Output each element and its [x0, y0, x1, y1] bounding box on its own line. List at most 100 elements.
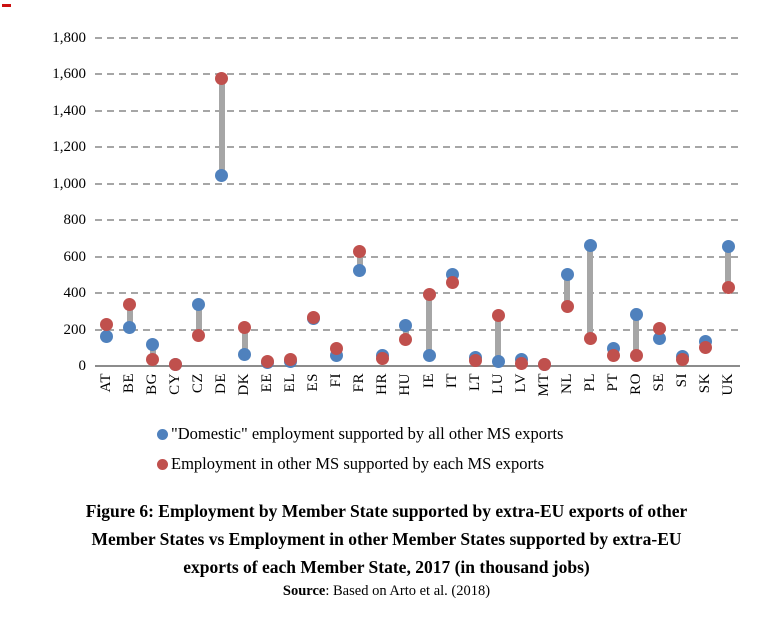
domestic-dot: [583, 239, 597, 253]
other-ms-dot: [652, 322, 666, 336]
x-category-label: LU: [488, 373, 508, 417]
x-category-label-text: LU: [489, 373, 506, 394]
domestic-dot: [146, 337, 160, 351]
x-category-label-text: CZ: [190, 373, 207, 394]
x-category-label: EL: [281, 373, 301, 417]
plot-area: [95, 37, 740, 371]
x-category-label-text: SI: [673, 373, 690, 388]
x-category-label: HR: [373, 373, 393, 417]
x-category-label-text: EE: [259, 373, 276, 393]
x-category-label: SE: [649, 373, 669, 417]
other-ms-dot: [675, 353, 689, 367]
other-ms-dot: [606, 348, 620, 362]
gridline: [95, 146, 740, 149]
domestic-dot: [238, 347, 252, 361]
dumbbell-connector: [149, 344, 156, 360]
x-category-label-text: SE: [650, 373, 667, 392]
x-category-label-text: CY: [167, 373, 184, 395]
blue-circle-icon: [157, 428, 168, 440]
figure-caption: Figure 6: Employment by Member State sup…: [0, 497, 773, 581]
x-category-label-text: PT: [604, 373, 621, 392]
other-ms-dot: [537, 357, 551, 371]
other-ms-dot: [353, 244, 367, 258]
x-category-label: SI: [672, 373, 692, 417]
x-category-label-text: UK: [719, 373, 736, 396]
x-category-label: LV: [511, 373, 531, 417]
gridline: [95, 328, 740, 331]
dumbbell-connector: [564, 274, 571, 307]
other-ms-dot: [123, 298, 137, 312]
x-category-label-text: FI: [328, 373, 345, 388]
other-ms-dot: [468, 354, 482, 368]
dumbbell-connector: [495, 315, 502, 362]
x-category-label-text: ES: [305, 373, 322, 392]
x-category-label-text: AT: [98, 373, 115, 393]
x-category-label-text: IT: [443, 373, 460, 389]
gridline: [95, 109, 740, 112]
domestic-dot: [721, 240, 735, 254]
x-category-label-text: BE: [121, 373, 138, 394]
x-category-label-text: NL: [558, 373, 575, 394]
x-category-label: AT: [97, 373, 117, 417]
other-ms-dot: [721, 281, 735, 295]
x-category-label-text: LT: [466, 373, 483, 391]
x-category-label: HU: [396, 373, 416, 417]
gridline: [95, 255, 740, 258]
y-tick-label: 1,400: [52, 102, 86, 119]
y-tick-label: 600: [63, 248, 87, 265]
other-ms-dot: [215, 71, 229, 85]
domestic-dot: [215, 169, 229, 183]
x-category-label: MT: [534, 373, 554, 417]
dumbbell-connector: [426, 294, 433, 356]
dumbbell-connector: [195, 304, 202, 336]
other-ms-dot: [445, 275, 459, 289]
other-ms-dot: [491, 309, 505, 323]
dumbbell-connector: [725, 246, 732, 288]
other-ms-dot: [192, 329, 206, 343]
x-category-label: FI: [327, 373, 347, 417]
x-category-label-text: DK: [236, 373, 253, 396]
x-category-label: DK: [235, 373, 255, 417]
source-note: Source: Based on Arto et al. (2018): [0, 583, 773, 600]
x-category-label: IE: [419, 373, 439, 417]
y-tick-label: 800: [63, 212, 87, 229]
dumbbell-connector: [241, 327, 248, 355]
x-category-label: NL: [557, 373, 577, 417]
x-category-label: BE: [120, 373, 140, 417]
x-category-label-text: EL: [282, 373, 299, 393]
gridline: [95, 182, 740, 185]
chart-legend: "Domestic" employment supported by all o…: [157, 423, 563, 483]
other-ms-dot: [284, 353, 298, 367]
gridline: [95, 73, 740, 76]
x-axis-line: [95, 365, 740, 367]
domestic-dot: [399, 318, 413, 332]
x-category-label: FR: [350, 373, 370, 417]
source-text: : Based on Arto et al. (2018): [325, 583, 491, 599]
other-ms-dot: [330, 342, 344, 356]
dumbbell-chart: 0 200 400 600 800 1,000 1,200 1,400 1,600 1,800 AT…: [52, 30, 740, 417]
x-category-label-text: BG: [144, 373, 161, 395]
other-ms-dot: [100, 317, 114, 331]
other-ms-dot: [238, 321, 252, 335]
y-tick-label: 1,200: [52, 139, 86, 156]
other-ms-dot: [629, 349, 643, 363]
red-circle-icon: [157, 458, 168, 470]
legend-item-other-ms: Employment in other MS supported by each…: [157, 453, 563, 475]
x-category-label-text: RO: [627, 373, 644, 395]
y-tick-label: 1,000: [52, 175, 86, 192]
caption-line: Member States vs Employment in other Mem…: [91, 529, 682, 549]
x-category-label-text: LV: [512, 373, 529, 393]
dumbbell-connector: [587, 245, 594, 339]
source-label: Source: [282, 583, 326, 599]
domestic-dot: [560, 268, 574, 282]
scan-artifact-mark: [2, 4, 11, 7]
domestic-dot: [629, 308, 643, 322]
domestic-dot: [491, 354, 505, 368]
other-ms-dot: [169, 357, 183, 371]
domestic-dot: [123, 321, 137, 335]
gridline: [95, 292, 740, 295]
x-category-label: BG: [143, 373, 163, 417]
x-category-label: ES: [304, 373, 324, 417]
gridline: [95, 219, 740, 222]
x-category-label-text: HR: [374, 373, 391, 395]
